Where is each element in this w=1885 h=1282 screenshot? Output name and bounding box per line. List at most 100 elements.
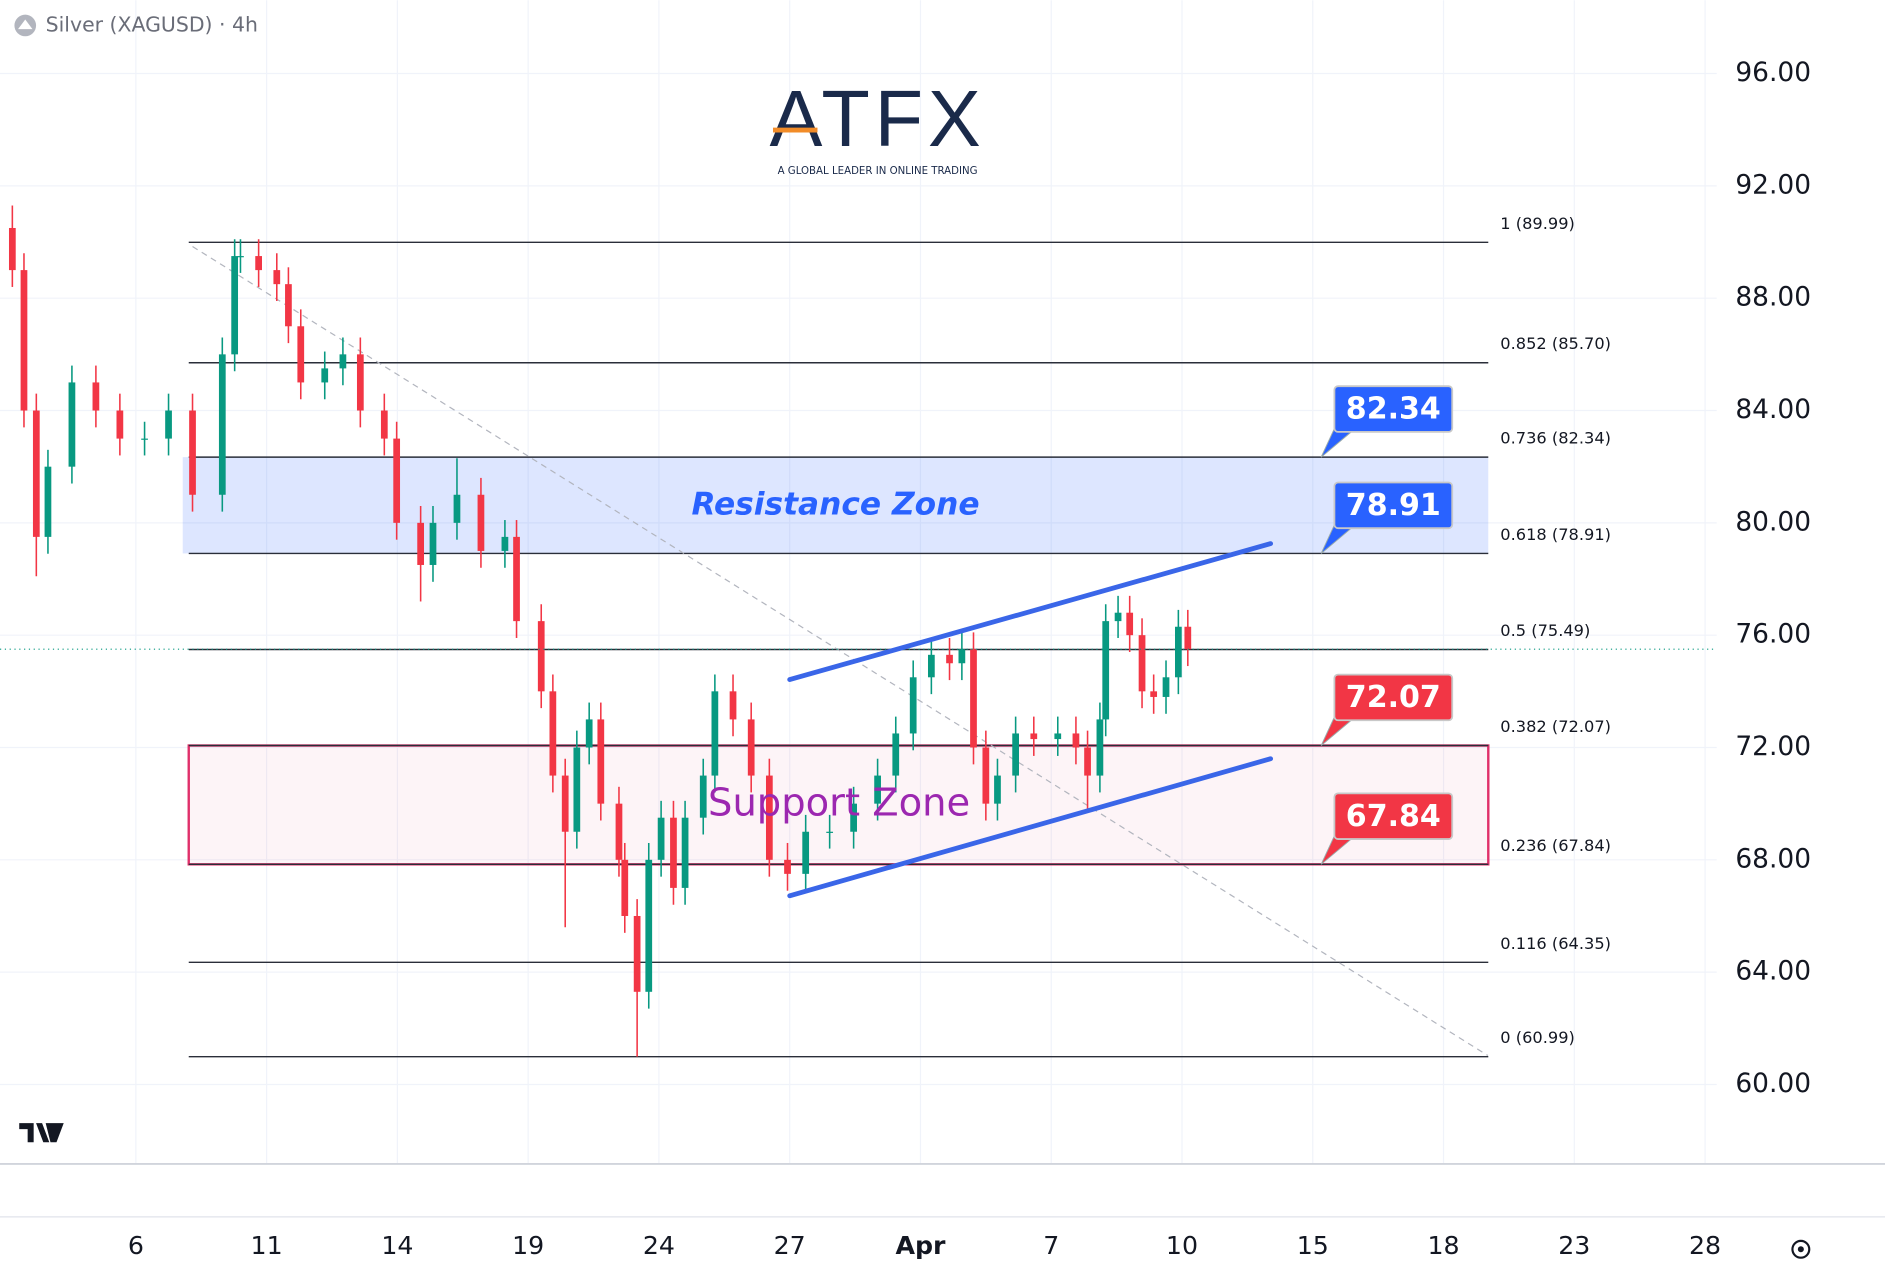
channel-line xyxy=(787,756,1274,899)
candle-body xyxy=(231,256,239,355)
candle-body xyxy=(8,227,16,271)
zone xyxy=(187,744,1490,866)
candle-body xyxy=(826,831,834,833)
y-tick-label: 96.00 xyxy=(1735,57,1811,88)
candle-body xyxy=(747,719,755,776)
price-tag xyxy=(1333,673,1454,722)
zone-label: Support Zone xyxy=(708,780,970,825)
x-tick-label: 6 xyxy=(128,1231,144,1260)
candle-body xyxy=(729,691,737,720)
candle-body xyxy=(850,803,857,832)
x-tick-label: 27 xyxy=(774,1231,806,1260)
candle-body xyxy=(1184,626,1192,650)
candle-body xyxy=(218,354,226,495)
settings-icon-center[interactable] xyxy=(1797,1246,1804,1253)
candle-body xyxy=(597,719,605,804)
candle-body xyxy=(356,354,364,411)
candle-body xyxy=(1012,733,1019,776)
candle-body xyxy=(927,654,935,678)
candle-body xyxy=(297,326,305,383)
fib-label: 0.736 (82.34) xyxy=(1500,429,1611,448)
candle-body xyxy=(1126,612,1134,636)
candle-body xyxy=(513,536,520,622)
candle-body xyxy=(765,775,773,860)
candle-body xyxy=(1162,677,1170,697)
candle-body xyxy=(621,859,629,916)
candle-body xyxy=(994,775,1001,804)
fib-label: 0.852 (85.70) xyxy=(1500,334,1611,353)
price-tag-label: 67.84 xyxy=(1346,799,1441,834)
y-tick-label: 68.00 xyxy=(1735,843,1811,874)
candle-body xyxy=(1072,733,1080,748)
fib-label: 0.5 (75.49) xyxy=(1500,621,1590,640)
candle-body xyxy=(141,438,148,440)
zone xyxy=(182,457,1489,554)
logo: ATFX xyxy=(770,74,986,163)
candle-body xyxy=(537,621,545,692)
candle-body xyxy=(970,649,977,748)
candle-body xyxy=(1102,621,1110,720)
candle-body xyxy=(285,284,292,327)
x-tick-label: 7 xyxy=(1043,1231,1059,1260)
candle-body xyxy=(20,270,28,411)
candle-body xyxy=(982,747,990,804)
candle-body xyxy=(1084,747,1091,776)
candle-body xyxy=(189,410,196,495)
candle-body xyxy=(1138,635,1146,692)
candle-body xyxy=(699,775,707,818)
candle-body xyxy=(561,775,569,832)
plot-layer: 96.00 92.00 88.00 84.00 80.00 76.00 72.00 68.00… xyxy=(0,57,1811,1260)
x-tick-label: 18 xyxy=(1427,1231,1459,1260)
price-tag xyxy=(1333,792,1454,840)
candle-body xyxy=(1150,691,1158,697)
price-tag-label: 82.34 xyxy=(1346,392,1441,427)
symbol-icon-glyph xyxy=(18,19,33,30)
x-tick-label: 11 xyxy=(251,1231,283,1260)
price-tag xyxy=(1333,481,1454,530)
candle-body xyxy=(321,368,329,383)
candle-body xyxy=(429,522,437,565)
zone-label: Resistance Zone xyxy=(691,486,979,522)
x-tick-label: 23 xyxy=(1558,1231,1590,1260)
y-tick-label: 84.00 xyxy=(1735,394,1811,425)
candle-body xyxy=(417,522,425,565)
candle-body xyxy=(453,494,461,523)
candle-body xyxy=(44,466,52,537)
x-tick-label: 28 xyxy=(1689,1231,1721,1260)
candle-body xyxy=(633,915,641,992)
candle-body xyxy=(477,494,485,551)
candle-body xyxy=(874,775,881,804)
price-tag-label: 72.07 xyxy=(1346,680,1441,715)
settings-icon[interactable] xyxy=(1791,1239,1811,1259)
y-tick-label: 88.00 xyxy=(1735,282,1811,313)
candle-body xyxy=(958,649,966,664)
y-tick-label: 72.00 xyxy=(1735,731,1811,762)
trendline xyxy=(192,246,1489,1057)
fib-label: 0 (60.99) xyxy=(1500,1028,1575,1047)
fib-label: 0.618 (78.91) xyxy=(1500,525,1611,544)
candle-body xyxy=(711,691,719,776)
x-tick-label: 14 xyxy=(381,1231,413,1260)
candle-body xyxy=(339,354,347,369)
x-tick-label: 15 xyxy=(1297,1231,1329,1260)
candle-body xyxy=(946,654,953,664)
candle-body xyxy=(501,536,509,551)
tv-logo xyxy=(19,1123,64,1143)
candle-body xyxy=(1096,719,1104,776)
price-tag xyxy=(1333,385,1454,433)
candle-body xyxy=(892,733,900,776)
grid-layer xyxy=(0,0,1717,1164)
x-tick-label: Apr xyxy=(895,1231,946,1260)
logo-tagline: A GLOBAL LEADER IN ONLINE TRADING xyxy=(778,166,978,177)
candle-body xyxy=(32,410,40,537)
candle-body xyxy=(573,747,581,832)
candle-body xyxy=(645,859,653,992)
x-tick-label: 10 xyxy=(1166,1231,1198,1260)
candle-body xyxy=(165,410,172,439)
price-tag-label: 78.91 xyxy=(1346,488,1441,523)
candle-body xyxy=(255,256,262,271)
candle-body xyxy=(615,803,623,860)
fib-label: 0.382 (72.07) xyxy=(1500,717,1611,736)
